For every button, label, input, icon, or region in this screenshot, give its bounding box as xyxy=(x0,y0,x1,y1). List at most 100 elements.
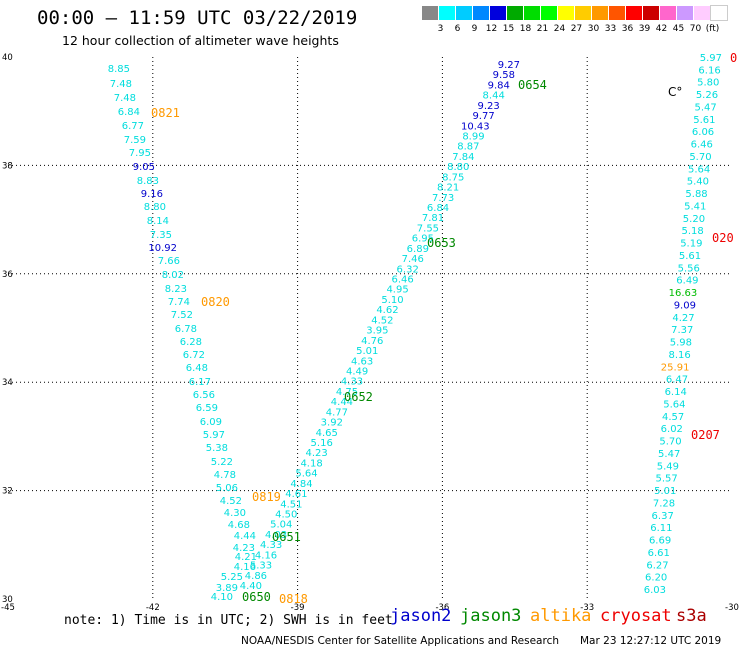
legend-jason2: jason2 xyxy=(390,606,452,626)
swh-value: 6.84 xyxy=(118,107,140,118)
swh-value: 4.62 xyxy=(376,305,398,316)
swh-value: 5.47 xyxy=(695,102,717,113)
lat-tick-label: 30 xyxy=(2,595,13,605)
swh-value: 6.09 xyxy=(200,417,222,428)
lon-tick-label: -42 xyxy=(146,603,160,613)
swh-value: 4.63 xyxy=(351,356,373,367)
map-title: 00:00 – 11:59 UTC 03/22/2019 xyxy=(37,7,358,29)
swh-value: 8.23 xyxy=(165,284,187,295)
lon-tick-label: -36 xyxy=(435,603,449,613)
swh-value: 6.28 xyxy=(180,337,202,348)
swh-value: 6.89 xyxy=(407,244,429,255)
swh-value: 7.74 xyxy=(168,297,190,308)
pass-time-label: 0652 xyxy=(344,390,373,404)
colorbar-swatch xyxy=(626,6,642,20)
swh-value: 4.51 xyxy=(280,499,302,510)
swh-value: 5.01 xyxy=(356,346,378,357)
swh-value: 3.92 xyxy=(321,418,343,429)
lon-tick-label: -33 xyxy=(580,603,594,613)
swh-value: 5.40 xyxy=(687,177,709,188)
pass-time-label: 0653 xyxy=(427,236,456,250)
swh-value: 4.44 xyxy=(234,531,256,542)
swh-value: 3.95 xyxy=(366,326,388,337)
pass-time-label: 0821 xyxy=(151,106,180,120)
pass-time-label: 0651 xyxy=(272,530,301,544)
swh-value: 7.95 xyxy=(129,148,151,159)
colorbar-label: 3 xyxy=(437,24,444,34)
colorbar-swatch xyxy=(541,6,557,20)
swh-value: 5.97 xyxy=(203,430,225,441)
legend-jason3: jason3 xyxy=(460,606,522,626)
swh-value: 6.49 xyxy=(676,276,698,287)
swh-value: 9.27 xyxy=(498,60,520,71)
swh-value: 4.78 xyxy=(214,470,236,481)
swh-value: 4.30 xyxy=(224,508,246,519)
colorbar-swatch xyxy=(439,6,455,20)
swh-value: 5.26 xyxy=(696,90,718,101)
swh-value: 4.84 xyxy=(290,479,312,490)
swh-value: 8.44 xyxy=(483,91,505,102)
swh-value: 6.32 xyxy=(397,264,419,275)
swh-value: 7.28 xyxy=(653,498,675,509)
colorbar-swatch xyxy=(694,6,710,20)
swh-value: 4.44 xyxy=(331,397,353,408)
swh-value: 7.84 xyxy=(452,152,474,163)
colorbar-label: 12 xyxy=(485,24,498,34)
swh-value: 4.68 xyxy=(228,520,250,531)
swh-value: 5.18 xyxy=(682,226,704,237)
colorbar-label: 36 xyxy=(621,24,634,34)
swh-value: 7.81 xyxy=(422,213,444,224)
swh-value: 7.48 xyxy=(114,93,136,104)
swh-value: 4.75 xyxy=(336,387,358,398)
swh-value: 9.09 xyxy=(674,300,696,311)
colorbar-swatch xyxy=(473,6,489,20)
swh-value: 6.61 xyxy=(648,548,670,559)
swh-value: 8.87 xyxy=(457,142,479,153)
colorbar-label: 30 xyxy=(587,24,600,34)
swh-value: 5.38 xyxy=(206,443,228,454)
pass-time-label: 0818 xyxy=(279,592,308,606)
swh-value: 4.52 xyxy=(220,496,242,507)
swh-value: 5.80 xyxy=(697,78,719,89)
swh-value: 5.25 xyxy=(221,572,243,583)
pass-time-label: 020 xyxy=(712,231,734,245)
lon-tick-label: -45 xyxy=(1,603,15,613)
swh-value: 4.95 xyxy=(386,285,408,296)
colorbar-swatch xyxy=(660,6,676,20)
swh-value: 5.64 xyxy=(295,469,317,480)
swh-value: 8.14 xyxy=(147,216,169,227)
swh-value: 4.49 xyxy=(346,366,368,377)
swh-value: 4.18 xyxy=(300,458,322,469)
swh-value: 6.78 xyxy=(175,324,197,335)
swh-value: 7.73 xyxy=(432,193,454,204)
swh-value: 9.23 xyxy=(477,101,499,112)
swh-value: 5.33 xyxy=(250,561,272,572)
colorbar-swatch xyxy=(575,6,591,20)
swh-value: 6.03 xyxy=(644,585,666,596)
swh-value: 4.33 xyxy=(260,540,282,551)
swh-value: 5.04 xyxy=(270,520,292,531)
swh-value: 5.70 xyxy=(659,437,681,448)
colorbar-label: 27 xyxy=(570,24,583,34)
swh-value: 6.17 xyxy=(189,377,211,388)
swh-value: 6.20 xyxy=(645,573,667,584)
swh-value: 8.85 xyxy=(108,64,130,75)
swh-value: 4.57 xyxy=(662,412,684,423)
pass-time-label: 0 xyxy=(730,51,737,65)
swh-value: 10.92 xyxy=(148,243,177,254)
colorbar-label: (ft) xyxy=(705,24,720,34)
colorbar-swatch xyxy=(456,6,472,20)
lat-tick-label: 36 xyxy=(2,270,13,280)
swh-value: 5.47 xyxy=(658,449,680,460)
swh-value: 5.57 xyxy=(655,474,677,485)
swh-value: 9.58 xyxy=(493,70,515,81)
lat-tick-label: 40 xyxy=(2,53,13,63)
pass-time-label: 0820 xyxy=(201,295,230,309)
swh-value: 6.48 xyxy=(186,363,208,374)
colorbar-swatch xyxy=(490,6,506,20)
swh-value: 5.70 xyxy=(689,152,711,163)
colorbar-label: 70 xyxy=(689,24,702,34)
swh-value: 7.55 xyxy=(417,223,439,234)
swh-value: 8.80 xyxy=(447,162,469,173)
